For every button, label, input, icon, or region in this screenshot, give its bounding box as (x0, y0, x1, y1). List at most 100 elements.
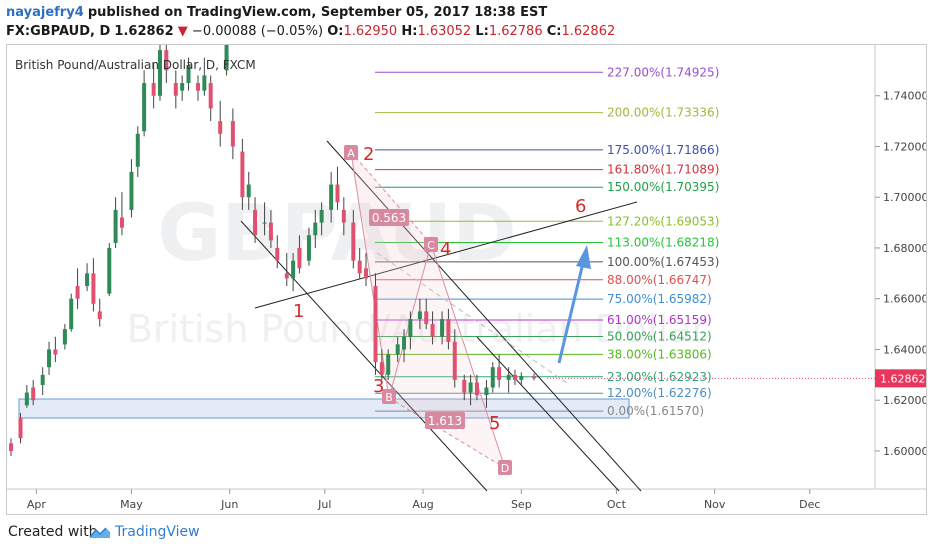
candle[interactable] (53, 349, 58, 355)
candle[interactable] (31, 387, 36, 401)
chart-panel[interactable]: GBPAUD British Pound/Australian Dollar 1… (6, 32, 929, 515)
candle[interactable] (351, 222, 356, 261)
candle[interactable] (424, 311, 429, 325)
pattern-point-badge[interactable] (498, 460, 512, 475)
resistance-line[interactable] (254, 201, 638, 309)
candle[interactable] (430, 324, 435, 337)
candle[interactable] (69, 298, 74, 330)
candle[interactable] (164, 50, 169, 71)
pattern-point-badge[interactable] (382, 389, 396, 404)
candle[interactable] (341, 209, 346, 223)
candle[interactable] (512, 374, 517, 380)
candle[interactable] (202, 75, 207, 91)
candle[interactable] (329, 184, 334, 210)
candle[interactable] (490, 367, 495, 388)
candle[interactable] (91, 273, 96, 304)
candle[interactable] (284, 273, 289, 279)
candle[interactable] (75, 286, 80, 299)
wave-label[interactable]: 4 (440, 239, 451, 260)
candle[interactable] (373, 286, 378, 363)
candle[interactable] (18, 417, 23, 439)
candle[interactable] (47, 349, 52, 368)
candle[interactable] (484, 387, 489, 396)
candle[interactable] (9, 443, 13, 451)
candle[interactable] (452, 341, 457, 380)
candle[interactable] (253, 209, 258, 236)
candle[interactable] (107, 247, 112, 294)
candle[interactable] (275, 247, 280, 261)
channel-line-right[interactable] (476, 336, 620, 492)
candle[interactable] (446, 319, 451, 342)
candle[interactable] (474, 382, 479, 396)
ratio-badge[interactable] (369, 209, 409, 226)
publish-line: nayajefry4 published on TradingView.com,… (6, 5, 547, 20)
candle[interactable] (142, 83, 147, 132)
candle[interactable] (402, 336, 407, 350)
candle[interactable] (129, 171, 134, 210)
price-axis[interactable]: 1.74000 1.72000 1.70000 1.68000 1.66000 1.640… (875, 90, 929, 458)
candle[interactable] (246, 184, 251, 198)
footer-brand-link[interactable]: TradingView (115, 524, 200, 540)
candle[interactable] (208, 83, 213, 109)
candle[interactable] (262, 222, 267, 224)
wave-label[interactable]: 6 (575, 196, 586, 217)
wave-label[interactable]: 1 (293, 301, 304, 322)
candle[interactable] (24, 392, 29, 406)
candle[interactable] (240, 151, 245, 198)
candle[interactable] (532, 376, 536, 379)
candle[interactable] (386, 354, 391, 375)
candle[interactable] (506, 374, 511, 380)
candles[interactable] (9, 32, 536, 457)
wave-label[interactable]: 2 (363, 144, 374, 165)
candle[interactable] (319, 209, 324, 223)
candle[interactable] (173, 83, 178, 96)
candle[interactable] (313, 222, 318, 236)
projection-arrow[interactable] (557, 245, 591, 364)
candle[interactable] (417, 311, 422, 320)
candle[interactable] (497, 367, 502, 380)
candle[interactable] (440, 319, 445, 337)
candle[interactable] (157, 50, 162, 96)
channel-line-lower[interactable] (240, 220, 488, 492)
author-link[interactable]: nayajefry4 (6, 5, 84, 20)
candle[interactable] (364, 268, 369, 279)
candle[interactable] (379, 362, 384, 375)
candle[interactable] (218, 121, 223, 134)
candle[interactable] (468, 382, 473, 393)
wave-label[interactable]: 5 (489, 413, 500, 434)
candle[interactable] (268, 222, 273, 241)
candle[interactable] (519, 376, 524, 380)
candle[interactable] (306, 235, 311, 261)
candle[interactable] (62, 329, 67, 345)
candle[interactable] (186, 65, 191, 84)
candle[interactable] (97, 311, 102, 320)
candle[interactable] (151, 83, 156, 96)
candle[interactable] (408, 319, 413, 337)
candle[interactable] (462, 379, 467, 393)
candle[interactable] (230, 121, 235, 147)
pattern-point-badge[interactable] (424, 237, 438, 252)
price-chart[interactable]: GBPAUD British Pound/Australian Dollar 1… (7, 32, 929, 514)
candle[interactable] (135, 133, 140, 167)
candle[interactable] (395, 344, 400, 355)
ratio-badge[interactable] (425, 412, 465, 429)
channel-line-upper[interactable] (326, 140, 642, 492)
candle[interactable] (180, 83, 185, 91)
candle[interactable] (224, 45, 229, 71)
candle[interactable] (335, 184, 340, 203)
wave-label[interactable]: 3 (373, 376, 384, 397)
candle[interactable] (113, 209, 118, 243)
support-zone[interactable] (18, 398, 630, 419)
wave-labels[interactable]: 1 2 3 4 5 6 A B C D 0.563 1.613 (293, 144, 586, 475)
candle[interactable] (85, 273, 90, 287)
fibonacci-extension[interactable]: 227.00%(1.74925) 200.00%(1.73336) 175.00%(… (375, 65, 719, 418)
trendlines[interactable] (240, 140, 642, 492)
time-axis[interactable]: Apr May Jun Jul Aug Sep Oct Nov Dec (27, 489, 821, 511)
candle[interactable] (291, 260, 296, 279)
candle[interactable] (297, 247, 302, 269)
candle[interactable] (357, 260, 362, 274)
candle[interactable] (119, 217, 124, 228)
candle[interactable] (196, 83, 201, 91)
pattern-point-badge[interactable] (344, 145, 358, 160)
candle[interactable] (40, 374, 45, 385)
